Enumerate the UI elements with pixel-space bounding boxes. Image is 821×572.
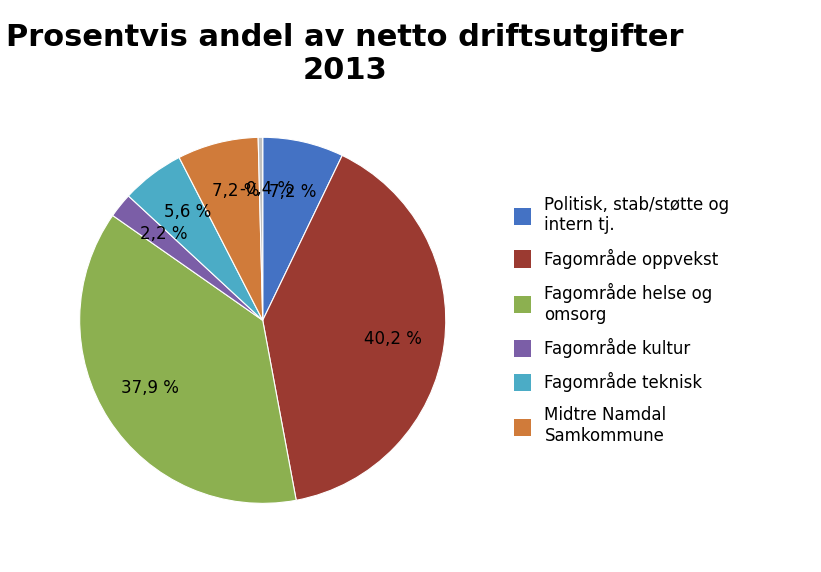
Text: 7,2 %: 7,2 % bbox=[268, 183, 316, 201]
Wedge shape bbox=[263, 137, 342, 320]
Text: 40,2 %: 40,2 % bbox=[365, 330, 422, 348]
Text: Prosentvis andel av netto driftsutgifter
2013: Prosentvis andel av netto driftsutgifter… bbox=[6, 23, 684, 85]
Wedge shape bbox=[258, 137, 263, 320]
Wedge shape bbox=[179, 137, 263, 320]
Text: 7,2 %: 7,2 % bbox=[212, 182, 259, 200]
Text: -0,4 %: -0,4 % bbox=[241, 180, 293, 197]
Wedge shape bbox=[128, 157, 263, 320]
Text: 2,2 %: 2,2 % bbox=[140, 225, 187, 243]
Legend: Politisk, stab/støtte og
intern tj., Fagområde oppvekst, Fagområde helse og
omso: Politisk, stab/støtte og intern tj., Fag… bbox=[515, 196, 730, 445]
Text: 5,6 %: 5,6 % bbox=[163, 203, 211, 221]
Text: 37,9 %: 37,9 % bbox=[121, 379, 179, 398]
Wedge shape bbox=[112, 196, 263, 320]
Wedge shape bbox=[80, 216, 296, 503]
Wedge shape bbox=[263, 156, 446, 500]
